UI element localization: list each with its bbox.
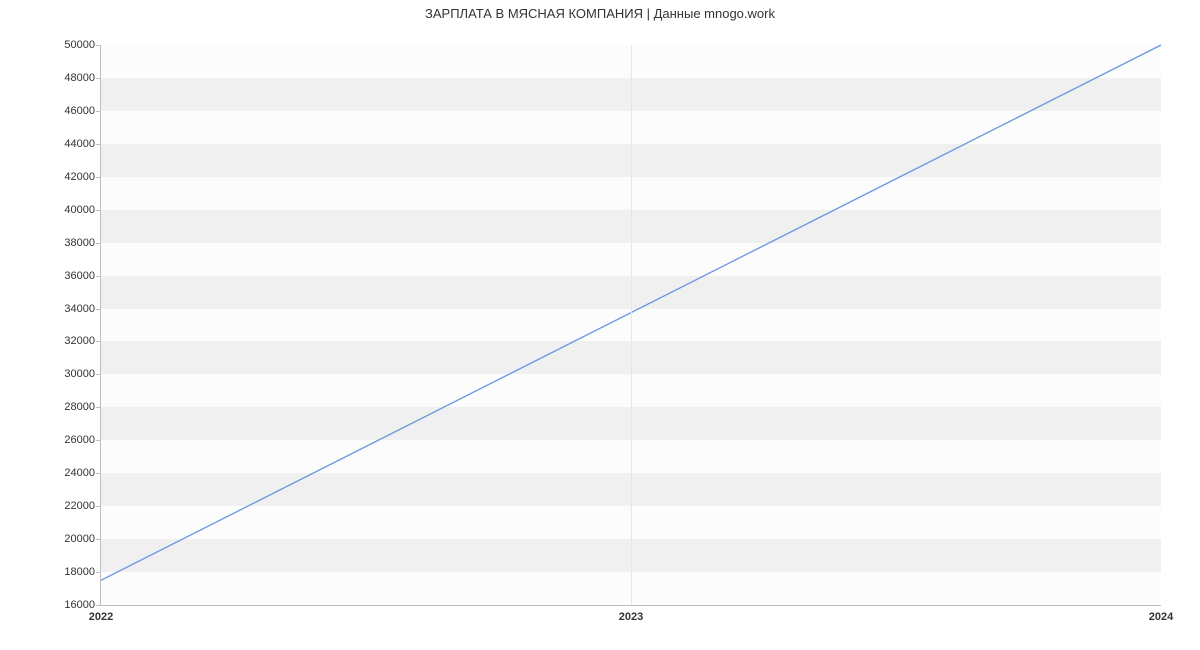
y-axis-tick-mark — [96, 605, 101, 606]
y-axis-tick-mark — [96, 374, 101, 375]
y-axis-tick-mark — [96, 111, 101, 112]
y-axis-tick-mark — [96, 177, 101, 178]
y-axis-tick-mark — [96, 539, 101, 540]
y-axis-tick-mark — [96, 210, 101, 211]
y-axis-tick-mark — [96, 440, 101, 441]
chart-container: ЗАРПЛАТА В МЯСНАЯ КОМПАНИЯ | Данные mnog… — [0, 0, 1200, 650]
y-axis-tick-mark — [96, 45, 101, 46]
plot-area: 1600018000200002200024000260002800030000… — [100, 45, 1161, 606]
x-axis-tick-label: 2023 — [619, 611, 643, 623]
y-axis-tick-label: 48000 — [64, 72, 95, 84]
y-axis-tick-mark — [96, 407, 101, 408]
y-axis-tick-mark — [96, 341, 101, 342]
chart-title: ЗАРПЛАТА В МЯСНАЯ КОМПАНИЯ | Данные mnog… — [0, 6, 1200, 21]
x-axis-tick-label: 2024 — [1149, 611, 1173, 623]
y-axis-tick-label: 50000 — [64, 39, 95, 51]
y-axis-tick-mark — [96, 506, 101, 507]
y-axis-tick-mark — [96, 78, 101, 79]
y-axis-tick-label: 42000 — [64, 171, 95, 183]
x-axis-tick-label: 2022 — [89, 611, 113, 623]
y-axis-tick-label: 30000 — [64, 368, 95, 380]
y-axis-tick-mark — [96, 276, 101, 277]
y-axis-tick-label: 32000 — [64, 335, 95, 347]
y-axis-tick-label: 44000 — [64, 138, 95, 150]
y-axis-tick-label: 24000 — [64, 467, 95, 479]
y-axis-tick-mark — [96, 309, 101, 310]
y-axis-tick-mark — [96, 243, 101, 244]
y-axis-tick-mark — [96, 572, 101, 573]
y-axis-tick-label: 20000 — [64, 533, 95, 545]
x-gridline — [631, 45, 632, 605]
y-axis-tick-label: 46000 — [64, 105, 95, 117]
y-axis-tick-label: 38000 — [64, 237, 95, 249]
y-axis-tick-label: 36000 — [64, 270, 95, 282]
y-axis-tick-mark — [96, 144, 101, 145]
y-axis-tick-label: 16000 — [64, 599, 95, 611]
y-axis-tick-label: 34000 — [64, 303, 95, 315]
y-axis-tick-label: 28000 — [64, 401, 95, 413]
y-axis-tick-label: 40000 — [64, 204, 95, 216]
y-axis-tick-label: 26000 — [64, 434, 95, 446]
y-axis-tick-mark — [96, 473, 101, 474]
y-axis-tick-label: 18000 — [64, 566, 95, 578]
y-axis-tick-label: 22000 — [64, 500, 95, 512]
